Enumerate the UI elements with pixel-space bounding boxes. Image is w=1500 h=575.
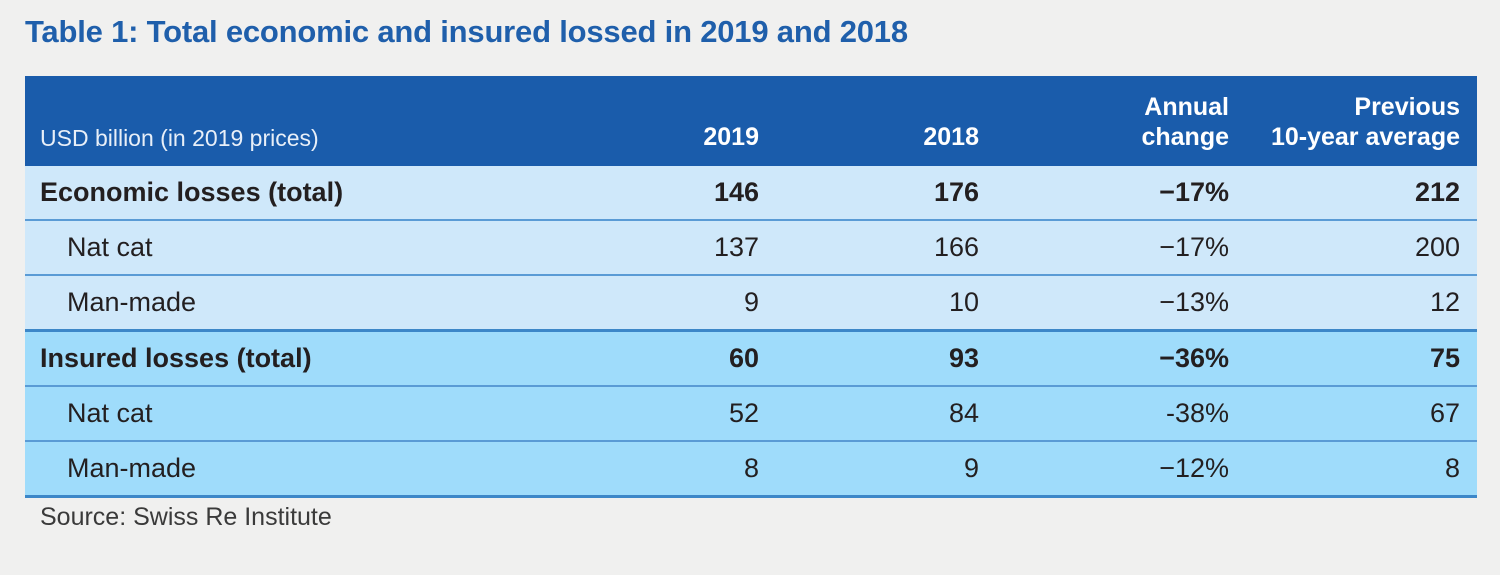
annual-change-line-2: change [1141,122,1229,151]
cell-annual-change: −17% [995,166,1245,220]
row-label: Nat cat [25,385,585,441]
cell-2019-value: 52 [728,398,759,428]
column-header-unit-label: USD billion (in 2019 prices) [40,124,319,151]
source-note: Source: Swiss Re Institute [40,503,332,531]
cell-2018-value: 166 [933,232,979,262]
column-header-annual-change: Annual change [995,76,1245,166]
table-row: Nat cat 52 84 -38% 67 [25,385,1477,441]
cell-previous-average: 75 [1245,329,1477,386]
cell-annual-change-value: −17% [1159,232,1229,262]
row-label-text: Insured losses (total) [40,343,312,373]
cell-2018: 84 [775,385,995,441]
cell-annual-change: −36% [995,329,1245,386]
cell-annual-change: −12% [995,440,1245,495]
cell-2018: 166 [775,219,995,275]
table-row: Economic losses (total) 146 176 −17% 212 [25,166,1477,220]
cell-2019: 52 [585,385,775,441]
cell-previous-average: 200 [1245,219,1477,275]
column-header-2018: 2018 [775,76,995,166]
cell-2018: 93 [775,329,995,386]
row-label-text: Man-made [67,287,197,317]
cell-2019-value: 9 [743,287,759,317]
table-row: Man-made 8 9 −12% 8 [25,440,1477,495]
cell-previous-average-value: 75 [1429,343,1460,373]
annual-change-line-1: Annual [1144,93,1229,121]
losses-table: USD billion (in 2019 prices) 2019 2018 A… [25,76,1477,495]
cell-2019: 146 [585,166,775,220]
cell-previous-average: 8 [1245,440,1477,495]
cell-2018-value: 84 [948,398,979,428]
row-label-text: Nat cat [67,232,153,262]
cell-previous-average: 12 [1245,274,1477,331]
cell-annual-change: −17% [995,219,1245,275]
cell-previous-average-value: 12 [1429,287,1460,317]
table-header-row: USD billion (in 2019 prices) 2019 2018 A… [25,76,1477,166]
cell-2018-value: 10 [948,287,979,317]
cell-2018: 9 [775,440,995,495]
column-header-2018-label: 2018 [923,122,979,151]
cell-2019-value: 137 [713,232,759,262]
cell-2019-value: 8 [743,453,759,483]
cell-2018: 176 [775,166,995,220]
table-body: Economic losses (total) 146 176 −17% 212… [25,166,1477,495]
table-row: Insured losses (total) 60 93 −36% 75 [25,329,1477,386]
cell-annual-change: -38% [995,385,1245,441]
previous-average-line-1: Previous [1354,93,1460,121]
row-label-text: Economic losses (total) [40,177,344,207]
page-title: Table 1: Total economic and insured loss… [25,14,908,49]
table-row: Nat cat 137 166 −17% 200 [25,219,1477,275]
cell-2018-value: 176 [933,177,979,207]
cell-2019: 60 [585,329,775,386]
column-header-2019: 2019 [585,76,775,166]
column-header-previous-average: Previous 10-year average [1245,76,1477,166]
row-label: Insured losses (total) [25,329,585,386]
row-label: Man-made [25,440,585,495]
row-label: Nat cat [25,219,585,275]
cell-annual-change: −13% [995,274,1245,331]
cell-2019: 137 [585,219,775,275]
cell-annual-change-value: -38% [1165,398,1229,428]
cell-2019-value: 146 [713,177,759,207]
cell-annual-change-value: −13% [1159,287,1229,317]
column-header-previous-average-label: Previous 10-year average [1245,93,1477,166]
cell-annual-change-value: −12% [1159,453,1229,483]
column-header-unit: USD billion (in 2019 prices) [25,76,585,166]
table-header: USD billion (in 2019 prices) 2019 2018 A… [25,76,1477,166]
row-label: Man-made [25,274,585,331]
previous-average-line-2: 10-year average [1270,122,1460,151]
losses-table-container: USD billion (in 2019 prices) 2019 2018 A… [25,76,1477,498]
cell-previous-average-value: 8 [1444,453,1460,483]
cell-2018: 10 [775,274,995,331]
row-label: Economic losses (total) [25,166,585,220]
row-label-text: Nat cat [67,398,153,428]
cell-previous-average-value: 200 [1414,232,1460,262]
table-bottom-rule [25,495,1477,498]
column-header-annual-change-label: Annual change [995,93,1245,166]
cell-previous-average: 67 [1245,385,1477,441]
cell-2018-value: 93 [948,343,979,373]
column-header-2019-label: 2019 [703,122,759,151]
cell-previous-average-value: 67 [1429,398,1460,428]
cell-2019: 8 [585,440,775,495]
cell-2018-value: 9 [963,453,979,483]
cell-2019-value: 60 [728,343,759,373]
cell-annual-change-value: −36% [1159,343,1229,373]
cell-annual-change-value: −17% [1159,177,1229,207]
table-row: Man-made 9 10 −13% 12 [25,274,1477,331]
cell-previous-average-value: 212 [1414,177,1460,207]
cell-2019: 9 [585,274,775,331]
cell-previous-average: 212 [1245,166,1477,220]
row-label-text: Man-made [67,453,197,483]
